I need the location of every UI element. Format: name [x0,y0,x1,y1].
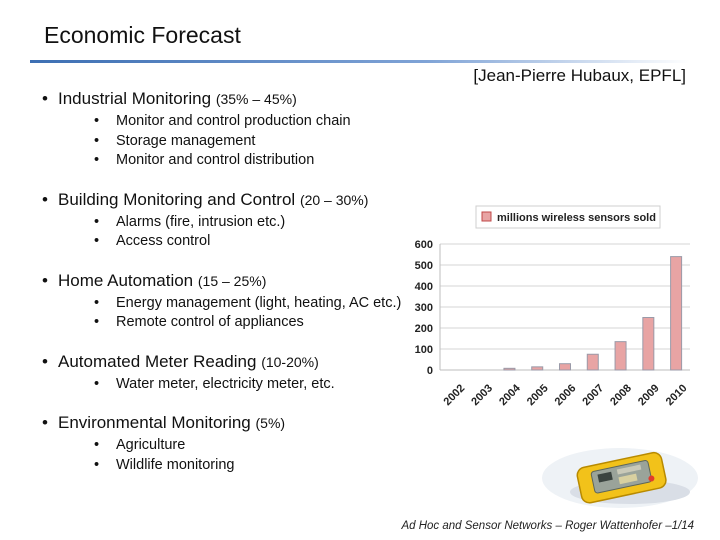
bullet-label: Industrial Monitoring [58,89,212,108]
bullet-dot: • [42,189,48,209]
bar [559,363,571,371]
bullet-label: Home Automation [58,270,194,290]
list-item: • Agriculture [94,437,186,453]
y-tick-label: 0 [427,365,433,377]
bullet-label: Building Monitoring and Control [58,189,296,209]
y-tick-label: 300 [415,302,433,314]
y-tick-label: 100 [415,344,433,356]
bullet-industrial-monitoring: • Industrial Monitoring (35% – 45%) • Mon… [42,89,462,171]
source-credit: [Jean-Pierre Hubaux, EPFL] [473,66,686,85]
sub-list: • Water meter, electricity meter, etc. [58,375,462,395]
list-item: • Storage management [94,132,256,149]
x-tick-label: 2007 [580,382,606,408]
x-tick-label: 2008 [608,382,634,408]
sub-list: • Monitor and control production chain • S… [58,112,462,171]
legend-swatch [481,211,492,222]
y-tick-label: 600 [415,239,433,251]
list-item: • Wildlife monitoring [94,456,235,473]
bullet-automated-meter-reading: • Automated Meter Reading (10-20%) • Wate… [42,352,462,395]
bar [642,317,655,371]
sub-list: • Alarms (fire, intrusion etc.) • Access c… [58,213,462,252]
x-tick-label: 2006 [553,382,579,408]
y-tick-label: 200 [415,323,433,335]
title-rule [30,60,690,63]
y-tick-label: 500 [415,260,433,272]
bar [670,256,683,371]
list-item: • Water meter, electricity meter, etc. [94,375,335,392]
bullet-percentage: (35% – 45%) [215,91,297,107]
bullet-percentage: (20 – 30%) [299,191,369,208]
y-tick-label: 400 [415,281,433,293]
x-tick-label: 2002 [442,382,468,408]
bar [614,341,627,371]
bullet-label: Automated Meter Reading [58,351,257,371]
bullet-percentage: (5%) [255,415,286,431]
slide-footer: Ad Hoc and Sensor Networks – Roger Watte… [401,520,694,532]
bullet-dot: • [42,413,48,432]
x-tick-label: 2004 [497,382,523,408]
x-tick-label: 2009 [636,382,662,408]
list-item: • Energy management (light, heating, AC e… [94,294,402,311]
list-item: • Alarms (fire, intrusion etc.) [94,213,286,230]
bullet-building-monitoring: • Building Monitoring and Control (20 – … [42,190,462,252]
bullet-label: Environmental Monitoring [58,413,251,432]
sub-list: • Energy management (light, heating, AC e… [58,294,462,333]
legend-label: millions wireless sensors sold [497,212,656,224]
bar [586,353,599,371]
list-item: • Monitor and control production chain [94,113,351,129]
bar [503,367,516,371]
bullet-environmental-monitoring: • Environmental Monitoring (5%) • Agricul… [42,413,462,475]
sensors-sold-chart: millions wireless sensors sold 0 100 200 300… [415,205,690,408]
x-tick-label: 2003 [469,382,495,408]
bullet-home-automation: • Home Automation (15 – 25%) • Energy man… [42,271,462,333]
bullet-dot: • [42,270,48,290]
bullet-percentage: (10-20%) [261,353,319,370]
list-item: • Remote control of appliances [94,314,304,330]
x-tick-label: 2005 [525,382,551,408]
list-item: • Access control [94,233,211,249]
sub-list: • Agriculture • Wildlife monitoring [58,436,462,475]
bullet-list: • Industrial Monitoring (35% – 45%) • Mon… [42,89,462,475]
x-tick-label: 2010 [664,382,690,408]
bar [531,366,544,371]
sensor-node-picture [542,448,698,508]
list-item: • Monitor and control distribution [94,152,315,168]
slide-title: Economic Forecast [44,22,241,48]
legend-box [475,205,661,229]
bullet-dot: • [42,351,48,371]
bullet-dot: • [42,89,48,108]
bullet-percentage: (15 – 25%) [197,272,267,289]
